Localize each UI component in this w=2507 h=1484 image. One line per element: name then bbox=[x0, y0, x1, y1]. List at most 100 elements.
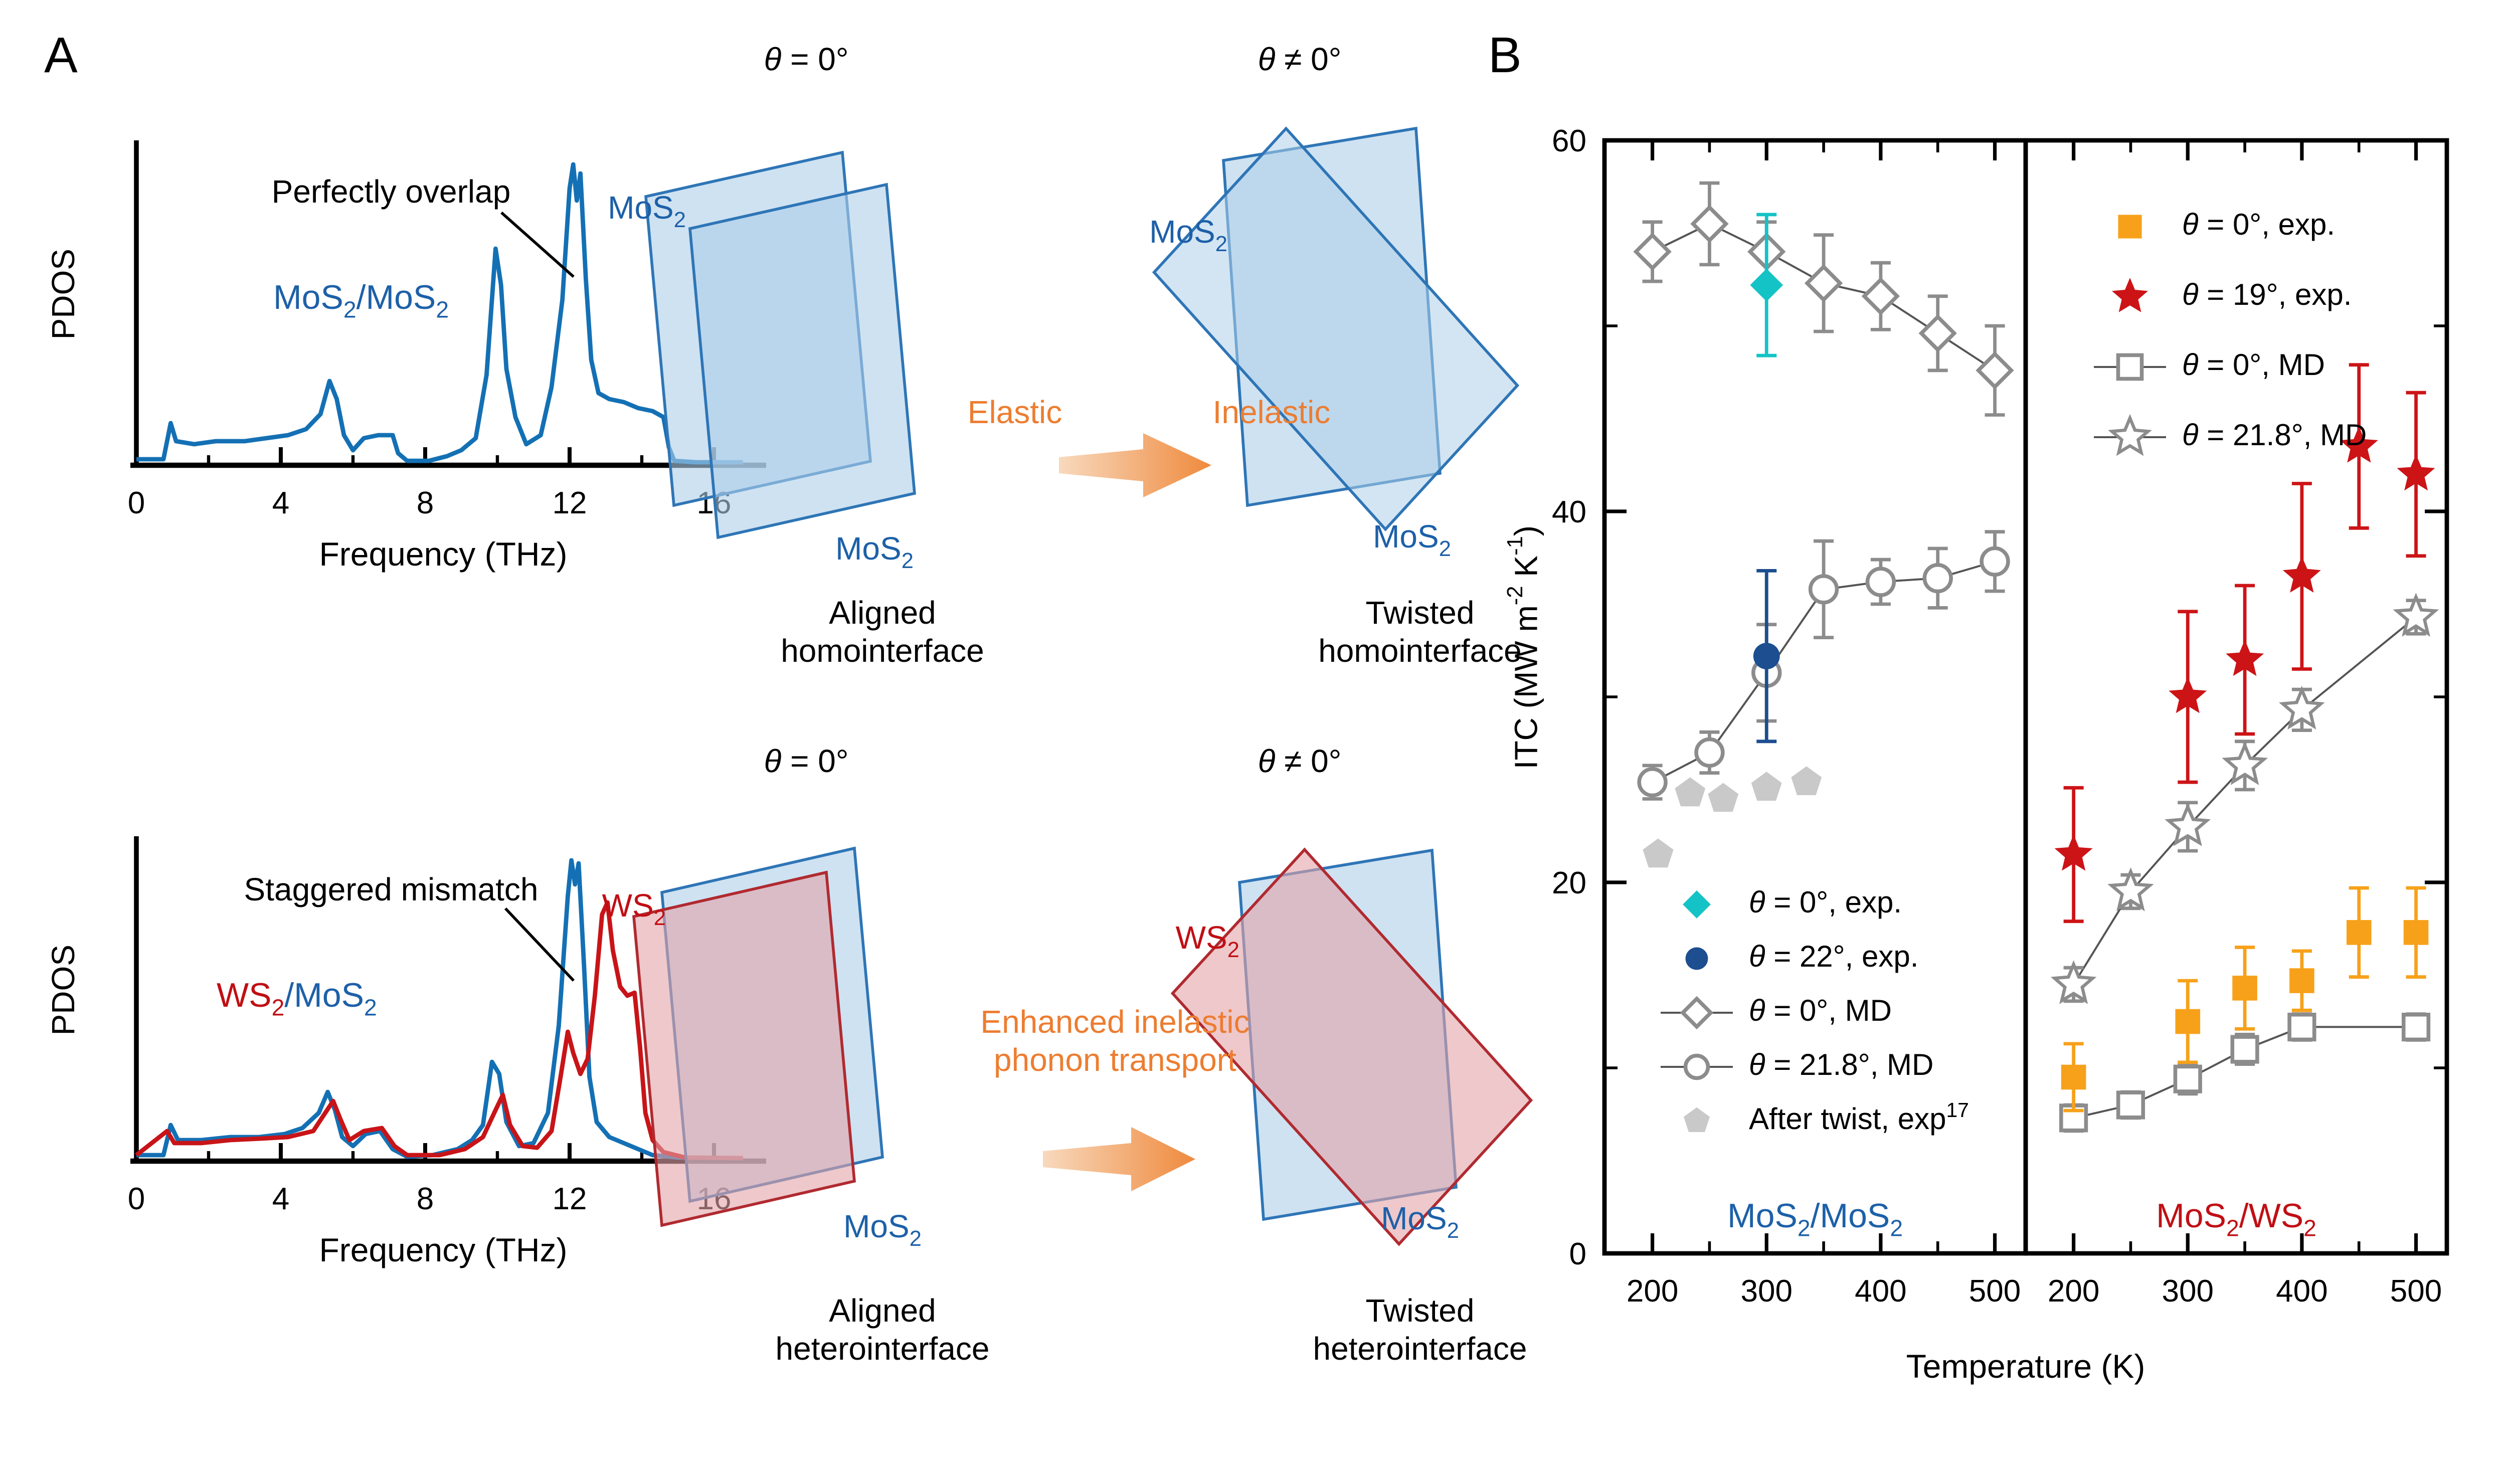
square-open-legend-marker bbox=[2094, 352, 2166, 380]
svg-text:60: 60 bbox=[1552, 124, 1586, 158]
diamond-open-legend-marker bbox=[1661, 995, 1733, 1029]
pdos-top-ylabel: PDOS bbox=[48, 249, 82, 340]
caption-line: Aligned bbox=[829, 1295, 936, 1330]
enhanced-line-1: Enhanced inelastic bbox=[980, 1007, 1250, 1041]
caption-line: homointerface bbox=[1318, 635, 1522, 670]
svg-text:400: 400 bbox=[1855, 1274, 1906, 1309]
theta-nonzero-top: θ ≠ 0° bbox=[1258, 44, 1342, 78]
legend-item: θ = 21.8°, MD bbox=[2094, 401, 2367, 471]
inelastic-label: Inelastic bbox=[1212, 397, 1331, 431]
legend-item: θ = 22°, exp. bbox=[1661, 931, 1969, 985]
enhanced-transport-arrow bbox=[1043, 1127, 1195, 1191]
theta-nonzero-bottom: θ ≠ 0° bbox=[1258, 746, 1342, 780]
panel-b-label: B bbox=[1488, 28, 1522, 84]
svg-text:Frequency (THz): Frequency (THz) bbox=[319, 535, 567, 573]
itc-temperature-chart: 200 300 400 500 0 20 40 60 200 300 400 500 Temperatu… bbox=[1552, 124, 2449, 1385]
legend-item-label: θ = 21.8°, MD bbox=[2182, 418, 2367, 453]
legend-item: After twist, exp17 bbox=[1661, 1093, 1969, 1147]
svg-text:12: 12 bbox=[553, 1182, 587, 1216]
caption-line: Twisted bbox=[1365, 1295, 1475, 1330]
caption-line: Aligned bbox=[829, 598, 936, 632]
pdos-top-species-label: MoS2/MoS2 bbox=[273, 279, 449, 324]
pdos-top-title: Perfectly overlap bbox=[271, 176, 511, 211]
caption-line: Twisted bbox=[1365, 598, 1475, 632]
star-open-legend-marker bbox=[2094, 413, 2166, 455]
mos2-label-twisted-homo-top: MoS2 bbox=[1149, 217, 1227, 257]
legend-item-label: θ = 0°, exp. bbox=[2182, 208, 2336, 242]
svg-text:8: 8 bbox=[417, 1182, 434, 1216]
aligned-hetero-sheets bbox=[632, 846, 884, 1227]
legend-item-label: θ = 0°, exp. bbox=[1749, 885, 1902, 920]
svg-text:Frequency (THz): Frequency (THz) bbox=[319, 1231, 567, 1268]
elastic-to-inelastic-arrow bbox=[1059, 433, 1211, 497]
caption-line: heterointerface bbox=[1313, 1333, 1527, 1368]
legend-item-label: θ = 22°, exp. bbox=[1749, 940, 1919, 974]
legend-item: θ = 0°, MD bbox=[2094, 331, 2367, 401]
panel-a-label: A bbox=[44, 28, 78, 84]
svg-text:40: 40 bbox=[1552, 495, 1586, 529]
subpanel-tag-mos2-mos2: MoS2/MoS2 bbox=[1727, 1197, 1903, 1242]
ws2-label-aligned-hetero: WS2 bbox=[602, 890, 666, 931]
caption-line: heterointerface bbox=[775, 1333, 990, 1368]
legend-item-label: θ = 0°, MD bbox=[2182, 348, 2325, 383]
aligned-homo-sheets bbox=[644, 150, 917, 539]
legend-item: θ = 19°, exp. bbox=[2094, 261, 2367, 331]
svg-text:20: 20 bbox=[1552, 866, 1586, 900]
subpanel-tag-mos2-ws2: MoS2/WS2 bbox=[2156, 1197, 2316, 1242]
mos2-label-twisted-homo-bottom: MoS2 bbox=[1373, 521, 1451, 562]
legend-item-label: θ = 21.8°, MD bbox=[1749, 1048, 1934, 1082]
svg-text:0: 0 bbox=[1569, 1237, 1586, 1271]
enhanced-line-2: phonon transport bbox=[994, 1044, 1236, 1079]
svg-text:0: 0 bbox=[128, 1182, 145, 1216]
legend-item: θ = 0°, exp. bbox=[1661, 876, 1969, 931]
star-filled-legend-marker bbox=[2112, 277, 2148, 311]
ws2-part: WS2 bbox=[217, 977, 285, 1022]
svg-text:400: 400 bbox=[2276, 1274, 2327, 1309]
legend-item-label: θ = 19°, exp. bbox=[2182, 278, 2352, 312]
schematics-drawing bbox=[632, 126, 1533, 1246]
legend-item: θ = 21.8°, MD bbox=[1661, 1039, 1969, 1093]
pdos-bottom-species-label: WS2/MoS2 bbox=[217, 977, 377, 1025]
legend-item-label: After twist, exp17 bbox=[1749, 1101, 1969, 1138]
mos2-part: /MoS2 bbox=[284, 977, 377, 1022]
theta-zero-top: θ = 0° bbox=[764, 44, 849, 78]
mos2-label-aligned-homo-bottom: MoS2 bbox=[835, 533, 914, 574]
elastic-label: Elastic bbox=[967, 397, 1062, 431]
panel-b-ylabel: ITC (MW m-2 K-1) bbox=[1504, 525, 1545, 770]
pentagon-filled-legend-marker bbox=[1684, 1106, 1710, 1131]
mos2-label-aligned-hetero: MoS2 bbox=[843, 1211, 922, 1252]
diamond-filled-legend-marker bbox=[1683, 889, 1711, 917]
legend-item: θ = 0°, MD bbox=[1661, 985, 1969, 1039]
legend-mos2-mos2: θ = 0°, exp. θ = 22°, exp. θ = 0°, MD θ = 2… bbox=[1661, 876, 1969, 1147]
legend-item: θ = 0°, exp. bbox=[2094, 191, 2367, 261]
svg-text:200: 200 bbox=[1627, 1274, 1678, 1309]
svg-text:12: 12 bbox=[553, 486, 587, 520]
caption-twisted-heterointerface: Twisted heterointerface bbox=[1260, 1295, 1580, 1371]
caption-twisted-homointerface: Twisted homointerface bbox=[1260, 598, 1580, 673]
svg-text:0: 0 bbox=[128, 486, 145, 520]
mos2-label-twisted-hetero: MoS2 bbox=[1381, 1203, 1459, 1244]
enhanced-inelastic-label: Enhanced inelastic phonon transport bbox=[935, 1007, 1296, 1082]
square-filled-legend-marker bbox=[2118, 214, 2142, 238]
svg-text:500: 500 bbox=[1969, 1274, 2021, 1309]
svg-text:Temperature (K): Temperature (K) bbox=[1906, 1348, 2145, 1385]
ws2-label-twisted-hetero: WS2 bbox=[1175, 922, 1239, 963]
svg-text:8: 8 bbox=[417, 486, 434, 520]
svg-text:300: 300 bbox=[1741, 1274, 1793, 1309]
svg-text:500: 500 bbox=[2390, 1274, 2442, 1309]
twisted-homo-sheets bbox=[1152, 126, 1520, 531]
twisted-hetero-sheets bbox=[1170, 847, 1533, 1246]
svg-text:4: 4 bbox=[272, 1182, 289, 1216]
svg-text:300: 300 bbox=[2162, 1274, 2214, 1309]
caption-line: homointerface bbox=[781, 635, 984, 670]
pdos-bottom-ylabel: PDOS bbox=[48, 945, 82, 1036]
theta-zero-bottom: θ = 0° bbox=[764, 746, 849, 780]
pdos-top-chart: 0481216Frequency (THz) bbox=[128, 140, 766, 573]
caption-aligned-homointerface: Aligned homointerface bbox=[722, 598, 1043, 673]
legend-mos2-ws2: θ = 0°, exp. θ = 19°, exp. θ = 0°, MD θ = 2… bbox=[2094, 191, 2367, 471]
circle-open-legend-marker bbox=[1661, 1052, 1733, 1079]
caption-aligned-heterointerface: Aligned heterointerface bbox=[722, 1295, 1043, 1371]
circle-filled-legend-marker bbox=[1685, 946, 1708, 969]
legend-item-label: θ = 0°, MD bbox=[1749, 994, 1892, 1028]
